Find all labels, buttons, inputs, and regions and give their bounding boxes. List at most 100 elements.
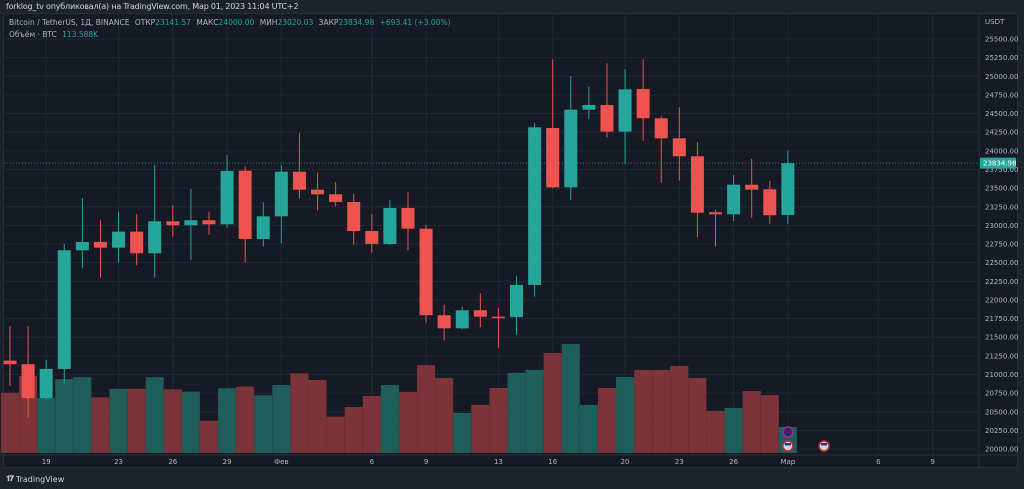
volume-bar — [561, 344, 580, 453]
candle-body[interactable] — [455, 310, 469, 329]
candle-body[interactable] — [600, 104, 614, 132]
price-tick-label: 25000.00 — [985, 73, 1018, 81]
candle-body[interactable] — [419, 228, 433, 316]
candle-body[interactable] — [473, 310, 487, 317]
time-tick-label: Фев — [274, 458, 288, 466]
footer: 𝟏𝟕 TradingView — [6, 474, 64, 484]
volume-bar — [308, 379, 327, 453]
us-flag-icon[interactable] — [818, 440, 830, 452]
candle-body[interactable] — [383, 207, 397, 244]
legend-price-row: Bitcoin / TetherUS, 1Д, BINANCE ОТКР2314… — [9, 17, 454, 29]
volume-bar — [579, 404, 598, 453]
time-tick-label: Мар — [780, 458, 795, 466]
time-tick-label: 9 — [424, 458, 428, 466]
candle-body[interactable] — [93, 241, 107, 248]
volume-bar — [616, 377, 635, 453]
candle-body[interactable] — [510, 284, 524, 318]
volume-bar — [290, 373, 309, 453]
time-tick-label: 23 — [675, 458, 684, 466]
price-tick-label: 25250.00 — [985, 54, 1018, 62]
candle-body[interactable] — [618, 89, 632, 132]
volume-bar — [199, 420, 218, 453]
price-tick-label: 20000.00 — [985, 446, 1018, 454]
volume-bar — [760, 395, 779, 453]
volume-bar — [236, 386, 255, 453]
lightning-icon[interactable] — [782, 426, 794, 438]
time-tick-label: 20 — [621, 458, 630, 466]
volume-bar — [326, 416, 345, 453]
high-label: МАКС — [196, 18, 219, 27]
candle-body[interactable] — [75, 241, 89, 251]
candle-body[interactable] — [690, 156, 704, 213]
change-value: +693.41 (+3.00%) — [379, 18, 451, 27]
candle-body[interactable] — [311, 189, 325, 195]
volume-bar — [688, 377, 707, 453]
candle-body[interactable] — [21, 364, 35, 399]
chart-legend: Bitcoin / TetherUS, 1Д, BINANCE ОТКР2314… — [9, 17, 454, 41]
candle-body[interactable] — [112, 231, 126, 248]
candle-body[interactable] — [727, 184, 741, 215]
candle-body[interactable] — [220, 170, 234, 225]
candle-body[interactable] — [763, 189, 777, 216]
volume-bar — [380, 385, 399, 453]
candle-body[interactable] — [39, 368, 53, 399]
candle-body[interactable] — [3, 360, 17, 365]
candle-body[interactable] — [238, 170, 252, 239]
candle-body[interactable] — [365, 230, 379, 244]
candle-body[interactable] — [166, 221, 180, 226]
candle-body[interactable] — [491, 316, 505, 319]
volume-bar — [417, 365, 436, 453]
volume-bar — [652, 369, 671, 453]
candle-body[interactable] — [654, 118, 668, 139]
volume-bar — [163, 389, 182, 453]
volume-bar — [706, 410, 725, 453]
candle-body[interactable] — [636, 88, 650, 119]
price-tick-label: 21000.00 — [985, 371, 1018, 379]
volume-label[interactable]: Объём · BTC — [9, 30, 57, 39]
candle-body[interactable] — [781, 163, 795, 215]
volume-bar — [453, 412, 472, 453]
volume-bar — [471, 404, 490, 453]
candle-body[interactable] — [564, 109, 578, 188]
symbol-title[interactable]: Bitcoin / TetherUS, 1Д, BINANCE — [9, 18, 130, 27]
candle-body[interactable] — [347, 201, 361, 231]
volume-bar — [507, 372, 526, 453]
volume-bar — [127, 388, 146, 453]
candle-body[interactable] — [148, 221, 162, 254]
volume-bar — [218, 388, 237, 453]
time-tick-label: 26 — [168, 458, 177, 466]
price-tick-label: 20500.00 — [985, 408, 1018, 416]
candle-body[interactable] — [745, 184, 759, 190]
us-flag-icon[interactable] — [782, 440, 794, 452]
candle-body[interactable] — [184, 220, 198, 226]
high-value: 24000.00 — [218, 18, 255, 27]
price-tick-label: 22500.00 — [985, 259, 1018, 267]
price-tick-label: 24250.00 — [985, 129, 1018, 137]
candle-body[interactable] — [274, 171, 288, 217]
time-tick-label: 29 — [223, 458, 232, 466]
candle-body[interactable] — [130, 231, 144, 254]
candle-body[interactable] — [256, 216, 270, 239]
time-tick-label: 6 — [876, 458, 881, 466]
candle-body[interactable] — [401, 207, 415, 229]
candle-body[interactable] — [292, 171, 306, 190]
candle-body[interactable] — [709, 212, 723, 215]
candle-body[interactable] — [546, 128, 560, 188]
candle-body[interactable] — [329, 194, 343, 202]
price-tick-label: 21750.00 — [985, 315, 1018, 323]
candle-body[interactable] — [582, 104, 596, 110]
flag-canton — [821, 443, 828, 446]
candle-body[interactable] — [437, 315, 451, 329]
volume-bar — [362, 396, 381, 453]
candle-body[interactable] — [528, 127, 542, 285]
volume-bar — [55, 379, 74, 453]
candle-body[interactable] — [202, 220, 216, 225]
candle-body[interactable] — [672, 138, 686, 157]
price-tick-label: 23250.00 — [985, 203, 1018, 211]
volume-bar — [543, 352, 562, 453]
price-tick-label: 23500.00 — [985, 185, 1018, 193]
brand-name[interactable]: TradingView — [15, 474, 65, 484]
time-tick-label: 13 — [494, 458, 503, 466]
candle-body[interactable] — [57, 250, 71, 369]
